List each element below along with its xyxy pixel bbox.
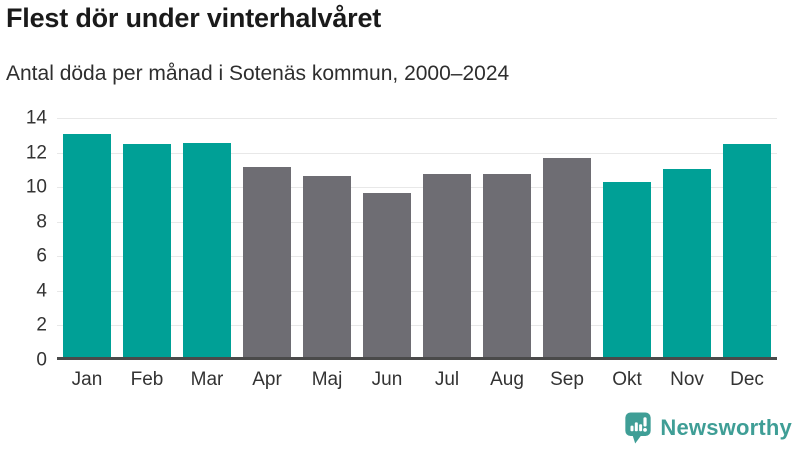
x-tick-label-dec: Dec	[730, 369, 764, 390]
x-tick-label-okt: Okt	[612, 369, 642, 390]
y-axis: 0 2 4 6 8 10 12 14	[0, 109, 47, 370]
gridline-y4	[57, 290, 777, 292]
chart-subtitle: Antal döda per månad i Sotenäs kommun, 2…	[6, 62, 510, 85]
bar-aug	[483, 173, 531, 357]
bar-jan	[63, 134, 111, 357]
y-tick-label-14: 14	[25, 107, 47, 129]
brand-name: Newsworthy	[660, 415, 792, 440]
y-tick-label-10: 10	[25, 176, 47, 198]
bar-jul	[423, 173, 471, 357]
x-tick-label-jan: Jan	[71, 369, 103, 390]
gridline-y12	[57, 152, 777, 154]
y-tick-label-0: 0	[36, 349, 47, 371]
bar-maj	[303, 175, 351, 357]
gridline-y6	[57, 256, 777, 258]
bar-dec	[723, 144, 771, 357]
y-tick-label-12: 12	[25, 142, 47, 164]
x-tick-label-jul: Jul	[434, 369, 460, 390]
newsworthy-speech-bubble-chart-icon	[625, 412, 652, 444]
chart-title: Flest dör under vinterhalvåret	[6, 3, 382, 33]
bar-apr	[243, 166, 291, 357]
x-tick-label-maj: Maj	[311, 369, 343, 390]
bar-jun	[363, 192, 411, 357]
y-tick-label-4: 4	[36, 280, 47, 302]
plot-area	[57, 118, 777, 360]
x-tick-label-sep: Sep	[550, 369, 584, 390]
x-tick-label-nov: Nov	[670, 369, 704, 390]
x-axis: Jan Feb Mar Apr Maj Jun Jul Aug Sep Okt Nov Dec	[57, 369, 777, 391]
bar-okt	[603, 182, 651, 357]
bar-sep	[543, 158, 591, 357]
gridline-y14	[57, 118, 777, 119]
x-tick-label-jun: Jun	[371, 369, 403, 390]
x-tick-label-mar: Mar	[190, 369, 224, 390]
bar-mar	[183, 142, 231, 357]
gridline-y8	[57, 221, 777, 223]
gridline-y10	[57, 187, 777, 189]
gridline-y2	[57, 325, 777, 327]
x-tick-label-apr: Apr	[252, 369, 282, 390]
y-tick-label-6: 6	[36, 245, 47, 267]
bar-feb	[123, 144, 171, 357]
bar-nov	[663, 168, 711, 357]
y-tick-label-8: 8	[36, 211, 47, 233]
x-tick-label-feb: Feb	[130, 369, 164, 390]
x-tick-label-aug: Aug	[490, 369, 524, 390]
brand-footer: Newsworthy	[623, 411, 792, 445]
y-tick-label-2: 2	[36, 314, 47, 336]
